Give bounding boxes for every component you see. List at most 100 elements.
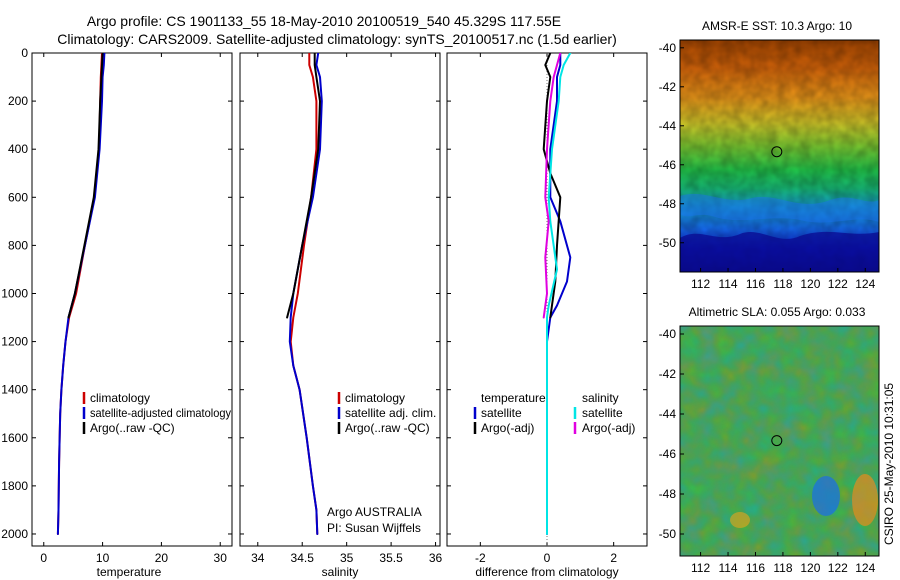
xtick-label: 20 (155, 551, 169, 565)
sst-map-axes: 112 114 116 118 120 122 124 -40 -42 -44 -46 -48 -50 (659, 41, 876, 291)
temperature-axes-box (31, 52, 233, 547)
side-caption: CSIRO 25-May-2010 10:31:05 (882, 383, 896, 545)
map-xtick-label: 112 (691, 277, 710, 291)
sla-eddy-orange (852, 474, 878, 526)
difference-yaxis (447, 52, 647, 535)
xtick-label: 35 (340, 551, 354, 565)
legend-temp-satellite: satellite (481, 406, 522, 420)
sst-map-frame (679, 39, 880, 273)
sla-argo-location-marker (771, 435, 783, 447)
legend-salinity-title: salinity (582, 391, 619, 405)
map-xtick-label: 116 (746, 561, 765, 575)
xtick-label: 2 (610, 551, 617, 565)
xtick-label: 34 (251, 551, 265, 565)
series-line-salinity-argo-adj (542, 53, 562, 319)
salinity-axes-box (239, 52, 441, 547)
sla-map-axes: 112 114 116 118 120 122 124 -40 -42 -44 -46 -48 -50 (659, 327, 876, 575)
ytick-label: 600 (8, 190, 28, 204)
sla-field (680, 326, 879, 556)
legend-sal-satellite: satellite (582, 406, 623, 420)
salinity-panel: 34 34.5 35 35.5 36 salinity climatology sate… (239, 52, 443, 579)
xtick-label: 30 (214, 551, 228, 565)
map-ytick-label: -44 (659, 407, 677, 421)
legend-satellite-adj: satellite adj. clim. (345, 406, 436, 420)
sla-texture-cool (680, 326, 879, 556)
sla-map-panel: Altimetric SLA: 0.055 Argo: 0.033 112 114… (659, 305, 880, 575)
map-ytick-label: -48 (659, 197, 677, 211)
ytick-label: 1800 (1, 479, 28, 493)
figure-title-line2: Climatology: CARS2009. Satellite-adjuste… (57, 31, 617, 47)
map-ytick-label: -50 (659, 527, 677, 541)
sst-blue-band (680, 193, 879, 223)
temperature-xlabel: temperature (97, 565, 162, 579)
map-xtick-label: 122 (828, 561, 848, 575)
map-ytick-label: -42 (659, 367, 677, 381)
map-xtick-label: 118 (773, 277, 792, 291)
map-xtick-label: 120 (800, 277, 820, 291)
map-ytick-label: -40 (659, 327, 677, 341)
ytick-label: 1400 (1, 383, 28, 397)
map-ytick-label: -50 (659, 236, 677, 250)
sst-cold-region (680, 231, 879, 272)
map-ytick-label: -46 (659, 158, 677, 172)
xtick-label: 35.5 (379, 551, 403, 565)
sst-map-panel: AMSR-E SST: 10.3 Argo: 10 112 114 116 118 12… (659, 19, 880, 291)
legend-argo: Argo(..raw -QC) (345, 421, 430, 435)
legend-argo: Argo(..raw -QC) (90, 421, 175, 435)
ytick-label: 0 (21, 46, 28, 60)
xtick-label: 34.5 (291, 551, 315, 565)
map-xtick-label: 122 (828, 277, 848, 291)
temperature-xaxis: 0 10 20 30 (40, 53, 227, 565)
salinity-lines (286, 53, 323, 535)
series-line-argo-raw-qc (67, 53, 104, 319)
map-xtick-label: 124 (855, 561, 875, 575)
pi-label: PI: Susan Wijffels (327, 521, 421, 535)
map-xtick-label: 116 (746, 277, 765, 291)
ytick-label: 1200 (1, 335, 28, 349)
map-xtick-label: 118 (773, 561, 792, 575)
temperature-yaxis: 0 200 400 600 800 1000 1200 1400 1600 1800 2000 (1, 46, 232, 541)
ytick-label: 200 (8, 94, 28, 108)
difference-legend: temperature salinity satellite Argo(-adj… (473, 391, 635, 435)
figure-title-line1: Argo profile: CS 1901133_55 18-May-2010 … (87, 13, 561, 29)
temperature-lines (56, 53, 106, 535)
map-ytick-label: -42 (659, 80, 677, 94)
salinity-yaxis (240, 52, 440, 535)
map-ytick-label: -44 (659, 119, 677, 133)
ytick-label: 1600 (1, 431, 28, 445)
series-line-argo-raw-qc (286, 53, 321, 319)
difference-xlabel: difference from climatology (475, 565, 618, 579)
ytick-label: 400 (8, 142, 28, 156)
map-xtick-label: 124 (855, 277, 875, 291)
map-xtick-label: 114 (718, 277, 737, 291)
temperature-legend: climatology satellite-adjusted climatolo… (82, 391, 231, 435)
sla-map-frame (679, 325, 880, 557)
temperature-panel: 0 200 400 600 800 1000 1200 1400 1600 1800 2000 0 1… (1, 46, 233, 579)
salinity-legend: climatology satellite adj. clim. Argo(..… (337, 391, 436, 435)
sla-eddy-yellow (730, 512, 750, 528)
series-line-salinity-satellite (546, 53, 572, 535)
ytick-label: 1000 (1, 286, 28, 300)
legend-temperature-title: temperature (481, 391, 546, 405)
map-ytick-label: -40 (659, 41, 677, 55)
ytick-label: 2000 (1, 527, 28, 541)
map-xtick-label: 120 (800, 561, 820, 575)
legend-sal-argo: Argo(-adj) (582, 421, 635, 435)
xtick-label: -2 (475, 551, 486, 565)
xtick-label: 0 (544, 551, 551, 565)
legend-climatology: climatology (90, 391, 150, 405)
legend-climatology: climatology (345, 391, 405, 405)
xtick-label: 36 (429, 551, 443, 565)
sla-map-title: Altimetric SLA: 0.055 Argo: 0.033 (689, 305, 866, 319)
legend-temp-argo: Argo(-adj) (481, 421, 534, 435)
salinity-xaxis: 34 34.5 35 35.5 36 (251, 53, 443, 565)
map-ytick-label: -46 (659, 447, 677, 461)
sla-eddy-blue (812, 476, 840, 516)
map-xtick-label: 114 (718, 561, 737, 575)
xtick-label: 0 (40, 551, 47, 565)
sst-map-title: AMSR-E SST: 10.3 Argo: 10 (702, 19, 852, 33)
difference-panel: -2 0 2 difference from climatology tempera… (446, 52, 648, 579)
difference-lines (542, 53, 572, 535)
map-ytick-label: -48 (659, 487, 677, 501)
